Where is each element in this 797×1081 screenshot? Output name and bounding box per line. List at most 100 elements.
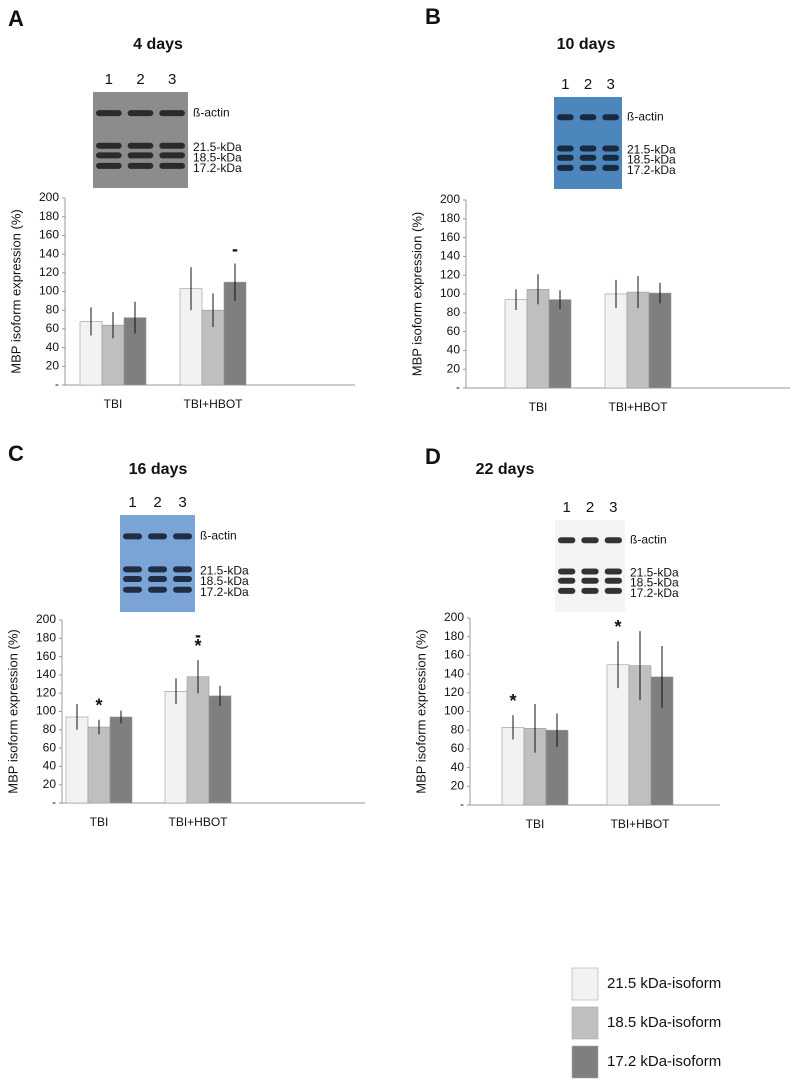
band-label: ß-actin (193, 105, 230, 119)
blot-band (579, 145, 597, 152)
blot-band (173, 566, 192, 573)
blot-band (557, 145, 574, 152)
blot-band (581, 537, 599, 544)
x-tick-label: TBI (104, 397, 123, 411)
y-tick-label: 100 (36, 704, 56, 718)
blot-band (123, 586, 142, 593)
y-tick-label: 40 (46, 340, 60, 354)
y-tick-label: 100 (440, 286, 460, 300)
blot-band (96, 110, 122, 117)
lane-label: 2 (584, 76, 592, 93)
y-tick-label: 120 (36, 685, 56, 699)
annotation: * (509, 691, 516, 711)
y-axis-label: MBP isoform expression (%) (8, 209, 23, 373)
panel-letter: A (8, 6, 24, 31)
blot-band (96, 152, 122, 159)
lane-label: 3 (168, 71, 176, 88)
blot-band (123, 533, 142, 540)
bar (164, 691, 188, 804)
blot (555, 520, 625, 612)
lane-label: 1 (562, 499, 570, 516)
blot-band (579, 154, 597, 161)
y-tick-label: 80 (447, 305, 461, 319)
band-label: 18.5-kDa (627, 153, 676, 167)
y-tick-label: 80 (43, 722, 57, 736)
panel-letter: C (8, 441, 24, 466)
lane-label: 1 (128, 494, 136, 511)
blot-band (173, 586, 192, 593)
blot-band (558, 577, 576, 584)
annotation: * (194, 636, 201, 656)
blot-band (557, 114, 574, 121)
lane-label: 2 (586, 499, 594, 516)
blot-band (581, 577, 599, 584)
blot-band (127, 162, 154, 169)
y-tick-label: 180 (440, 211, 460, 225)
annotation: * (614, 617, 621, 637)
bar (87, 726, 111, 804)
bar (548, 299, 572, 389)
band-label: 21.5-kDa (200, 563, 249, 577)
y-tick-label: 180 (444, 629, 464, 643)
bar (208, 695, 232, 804)
band-label: 17.2-kDa (200, 585, 249, 599)
band-label: ß-actin (200, 529, 237, 543)
y-tick-label: 180 (36, 630, 56, 644)
lane-label: 3 (178, 494, 186, 511)
y-tick-label: 20 (451, 778, 465, 792)
band-label: ß-actin (627, 109, 664, 123)
panel-title: 10 days (557, 36, 616, 53)
y-tick-label: 200 (444, 610, 464, 624)
blot-band (604, 568, 622, 575)
blot-band (557, 154, 574, 161)
y-tick-label: 60 (43, 740, 57, 754)
y-tick-label: 40 (451, 760, 465, 774)
blot-band (173, 576, 192, 583)
x-tick-label: TBI+HBOT (608, 400, 668, 414)
blot-band (159, 162, 185, 169)
y-tick-label: 200 (440, 192, 460, 206)
panel-title: 22 days (476, 461, 535, 478)
y-tick-label: 140 (36, 667, 56, 681)
blot-band (604, 537, 622, 544)
y-tick-label: - (456, 380, 460, 394)
y-tick-label: 80 (451, 722, 465, 736)
bar (186, 676, 210, 804)
y-axis-label: MBP isoform expression (%) (5, 629, 20, 793)
annotation: * (95, 695, 102, 715)
blot-band (579, 164, 597, 171)
x-tick-label: TBI+HBOT (183, 397, 243, 411)
lane-label: 3 (606, 76, 614, 93)
panel-letter: B (425, 4, 441, 29)
blot-band (148, 576, 167, 583)
legend-text: 21.5 kDa-isoform (607, 975, 721, 992)
panel: C 16 days 1 2 3 ß-actin 21.5-kDa18.5-kDa17.2-k… (5, 441, 365, 829)
panel: D 22 days 1 2 3 ß-actin 21.5-kDa18.5-kDa17.2-k… (413, 444, 720, 831)
blot-band (173, 533, 192, 540)
blot-band (602, 154, 619, 161)
band-label: 17.2-kDa (193, 161, 242, 175)
blot-band (123, 566, 142, 573)
y-tick-label: 160 (440, 230, 460, 244)
blot-band (148, 566, 167, 573)
y-tick-label: - (55, 377, 59, 391)
blot-band (581, 587, 599, 594)
blot-band (602, 114, 619, 121)
band-label: 17.2-kDa (630, 586, 679, 600)
bar (648, 292, 672, 389)
blot-band (159, 142, 185, 149)
x-tick-label: TBI+HBOT (610, 817, 670, 831)
annotation: - (195, 625, 201, 645)
blot-band (557, 164, 574, 171)
y-tick-label: 160 (39, 228, 59, 242)
blot-band (604, 587, 622, 594)
y-tick-label: 140 (39, 246, 59, 260)
y-tick-label: 180 (39, 209, 59, 223)
blot-band (127, 142, 154, 149)
blot-band (96, 162, 122, 169)
panel-letter: D (425, 444, 441, 469)
bar (504, 299, 528, 389)
y-tick-label: 60 (447, 324, 461, 338)
y-tick-label: 40 (447, 343, 461, 357)
band-label: 18.5-kDa (630, 576, 679, 590)
